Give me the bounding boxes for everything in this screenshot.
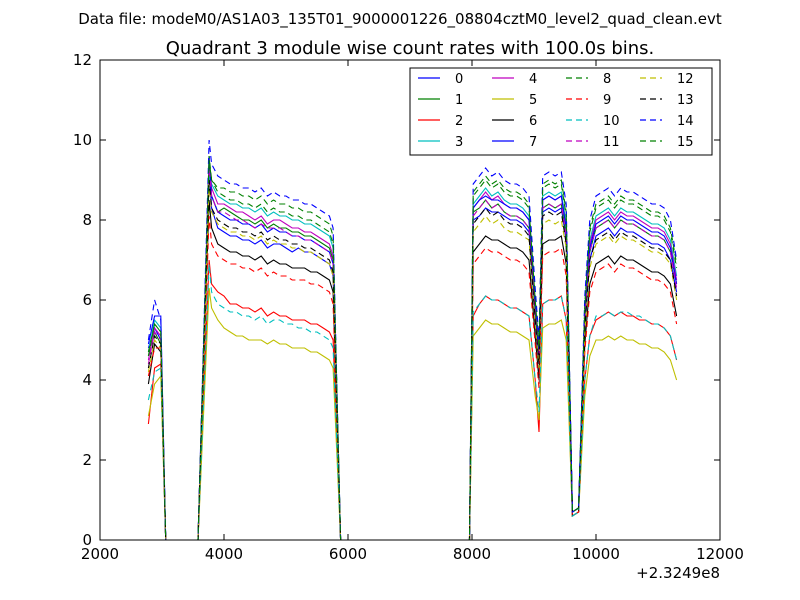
legend-label-13: 13 — [677, 93, 694, 108]
x-tick-label: 4000 — [205, 545, 243, 563]
legend-label-8: 8 — [603, 72, 611, 87]
series-line-6 — [147, 199, 678, 541]
x-tick-label: 10000 — [572, 545, 620, 563]
series-line-11 — [147, 167, 678, 541]
legend-label-6: 6 — [529, 114, 537, 129]
y-tick-label: 8 — [82, 211, 92, 229]
x-offset-label: +2.3249e8 — [636, 564, 720, 582]
x-tick-label: 6000 — [329, 545, 367, 563]
x-tick-label: 12000 — [696, 545, 744, 563]
legend-label-3: 3 — [455, 135, 463, 150]
series-line-4 — [147, 159, 678, 541]
series-line-9 — [147, 215, 678, 541]
legend-label-0: 0 — [455, 72, 463, 87]
x-tick-label: 2000 — [81, 545, 119, 563]
legend-label-12: 12 — [677, 72, 694, 87]
legend-label-5: 5 — [529, 93, 537, 108]
legend-label-10: 10 — [603, 114, 620, 129]
series-layer — [147, 139, 678, 541]
plot-frame — [99, 59, 721, 541]
chart-title: Quadrant 3 module wise count rates with … — [166, 38, 655, 59]
legend-label-2: 2 — [455, 114, 463, 129]
series-line-13 — [147, 179, 678, 541]
y-tick-label: 0 — [82, 531, 92, 549]
series-line-0 — [147, 167, 678, 541]
series-line-5 — [147, 287, 678, 541]
series-line-7 — [147, 155, 678, 541]
series-line-12 — [147, 183, 678, 541]
legend-label-14: 14 — [677, 114, 694, 129]
x-tick-label: 8000 — [453, 545, 491, 563]
legend-label-4: 4 — [529, 72, 537, 87]
y-tick-label: 2 — [82, 451, 92, 469]
series-line-15 — [147, 159, 678, 541]
data-file-label: Data file: modeM0/AS1A03_135T01_90000012… — [78, 10, 722, 29]
y-tick-label: 4 — [82, 371, 92, 389]
series-line-10 — [147, 263, 678, 541]
legend-label-7: 7 — [529, 135, 537, 150]
legend-label-15: 15 — [677, 135, 694, 150]
y-tick-label: 10 — [73, 131, 92, 149]
y-tick-label: 6 — [82, 291, 92, 309]
series-line-3 — [147, 175, 678, 541]
legend-label-11: 11 — [603, 135, 620, 150]
series-line-14 — [147, 139, 678, 541]
y-tick-label: 12 — [73, 51, 92, 69]
legend-label-1: 1 — [455, 93, 463, 108]
legend-label-9: 9 — [603, 93, 611, 108]
series-line-8 — [147, 155, 678, 541]
